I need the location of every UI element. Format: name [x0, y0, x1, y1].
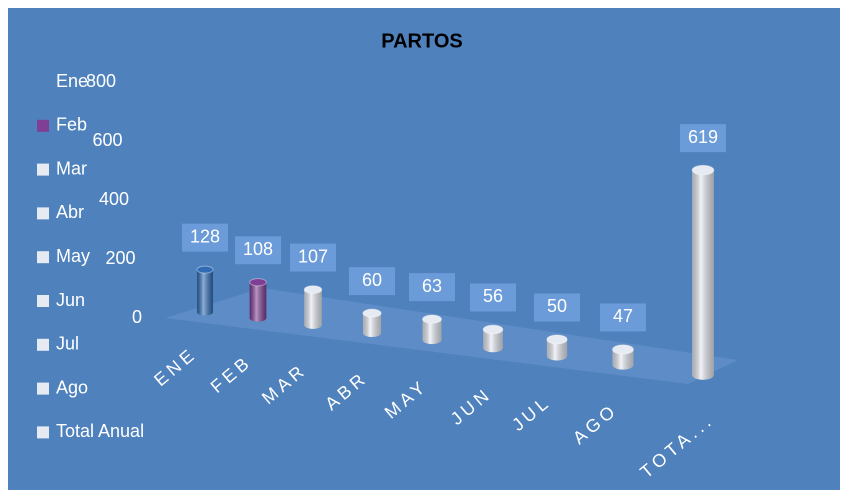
data-label-box	[235, 236, 281, 265]
bar-shade	[249, 282, 267, 318]
legend-label: Ene	[56, 71, 88, 91]
bar-shade	[546, 339, 568, 356]
bar-top	[482, 324, 504, 335]
data-label: 108	[243, 239, 273, 259]
y-tick-label: 600	[92, 130, 122, 150]
bar-shade	[304, 289, 322, 325]
data-label-box	[680, 124, 726, 153]
bar-top	[691, 164, 715, 176]
data-label: 128	[190, 226, 220, 246]
bar-top	[422, 314, 442, 324]
legend-label: Jul	[56, 334, 79, 354]
bar-top	[362, 308, 382, 318]
legend-swatch	[37, 163, 49, 176]
chart-title: PARTOS	[381, 30, 463, 52]
legend-label: Mar	[56, 158, 87, 178]
data-label: 56	[483, 286, 503, 306]
data-label: 47	[613, 306, 633, 326]
y-tick-label: 200	[105, 248, 135, 268]
bar-top	[249, 278, 267, 287]
bar-top	[196, 265, 214, 274]
bar-shade	[692, 170, 714, 375]
bar-base-shade	[304, 321, 322, 329]
legend-label: Jun	[56, 290, 85, 310]
bar-top	[612, 344, 634, 355]
bar-base-shade	[546, 351, 568, 361]
bar-top	[546, 334, 568, 345]
bar-top	[303, 285, 323, 294]
bar-base-shade	[483, 343, 503, 353]
bar-base-shade	[692, 370, 714, 380]
data-label: 50	[547, 296, 567, 316]
data-label-box	[290, 243, 336, 272]
data-label: 60	[362, 270, 382, 290]
y-tick-label: 800	[86, 71, 116, 91]
bar-shade	[362, 313, 382, 333]
legend-swatch	[37, 382, 49, 395]
legend-label: May	[56, 246, 90, 266]
data-label: 63	[422, 276, 442, 296]
legend-label: Total Anual	[56, 421, 144, 441]
y-tick-label: 400	[99, 189, 129, 209]
legend-swatch	[37, 251, 49, 264]
data-label-box	[470, 283, 516, 312]
bar-base-shade	[197, 308, 213, 316]
legend-label: Feb	[56, 115, 87, 135]
legend-swatch	[37, 295, 49, 307]
data-label-box	[409, 273, 455, 302]
data-label-box	[534, 293, 580, 322]
bar-base-shade	[612, 360, 634, 370]
legend-swatch	[37, 207, 49, 220]
bar-base-shade	[249, 314, 267, 322]
data-label-box	[600, 303, 646, 332]
bar-shade	[197, 269, 213, 312]
data-label-box	[182, 223, 228, 252]
data-label-box	[349, 267, 395, 296]
bar-shade	[422, 319, 442, 340]
legend-label: Ago	[56, 377, 88, 397]
y-tick-label: 0	[132, 307, 142, 327]
bar-base-shade	[422, 335, 442, 345]
legend-swatch	[37, 76, 49, 88]
bar-shade	[483, 329, 503, 348]
bar-base-shade	[362, 329, 382, 337]
legend-label: Abr	[56, 202, 84, 222]
legend-swatch	[37, 426, 49, 439]
data-label: 107	[298, 246, 328, 266]
legend-swatch	[37, 119, 49, 132]
legend-swatch	[37, 338, 49, 351]
data-label: 619	[688, 127, 718, 147]
